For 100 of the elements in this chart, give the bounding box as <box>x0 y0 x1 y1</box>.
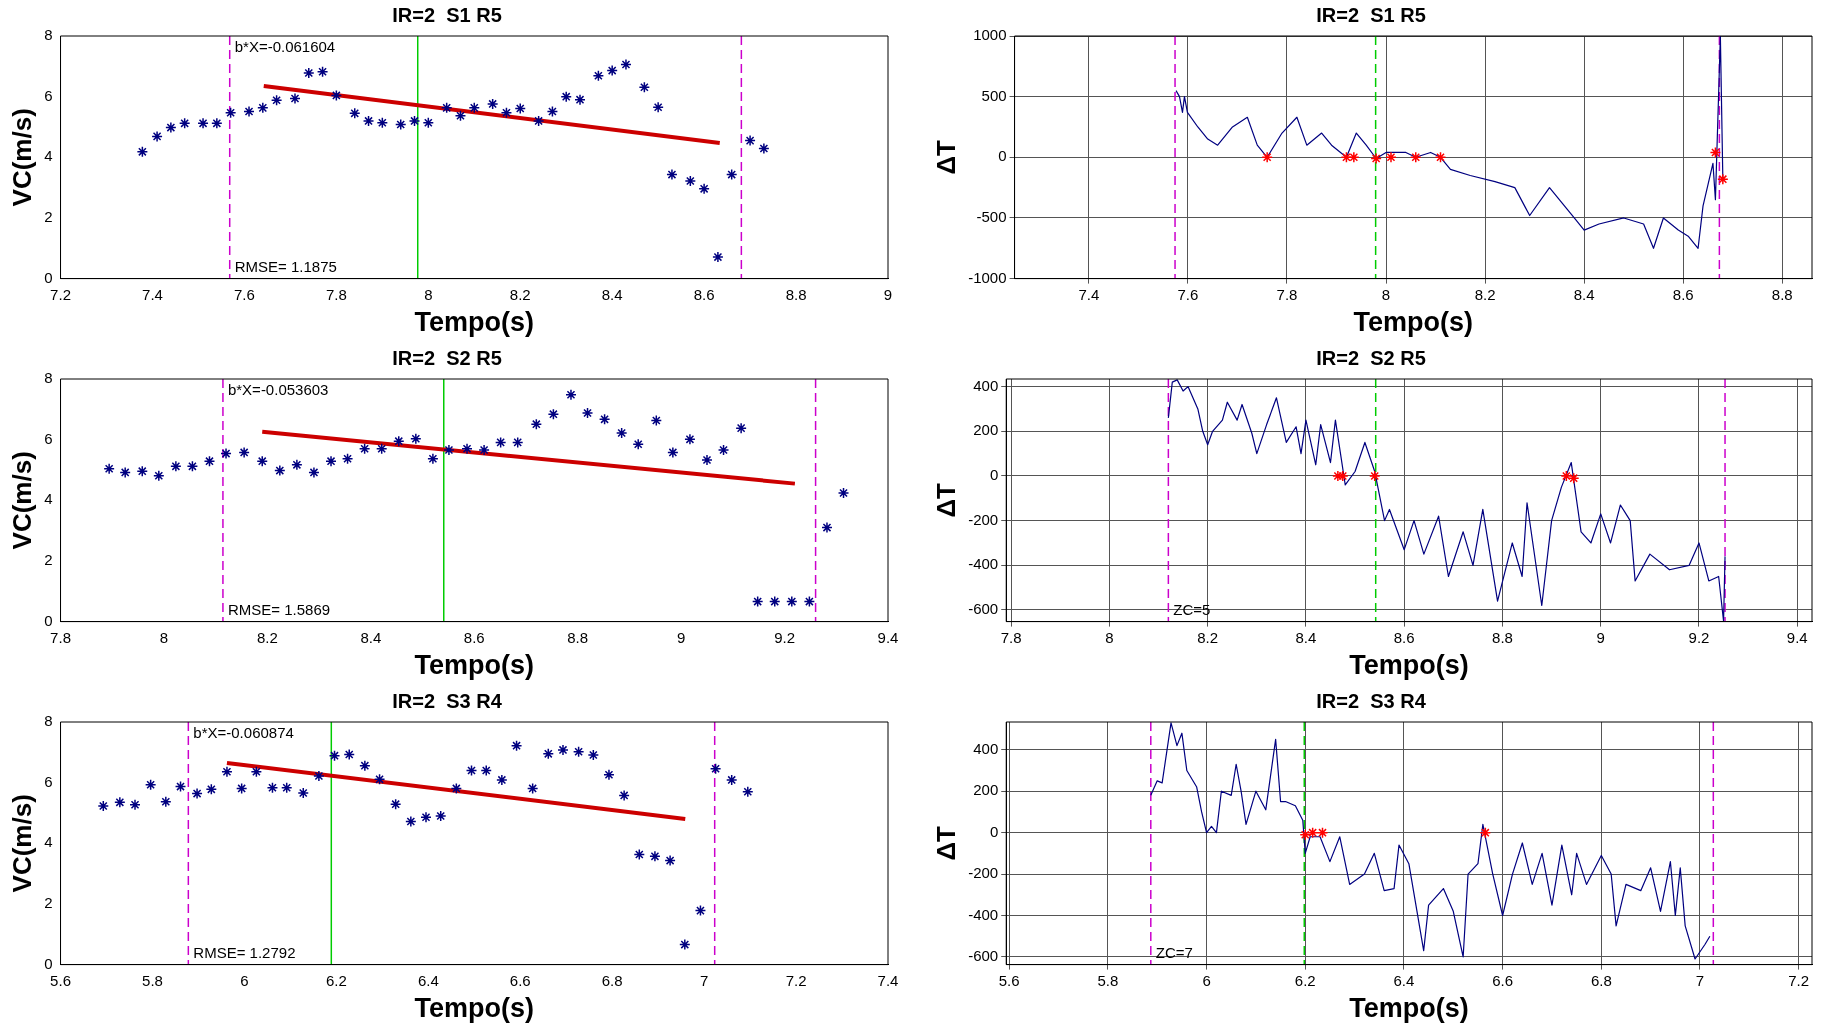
point <box>486 98 499 110</box>
chart-title: IR=2 S2 R5 <box>392 346 502 369</box>
x-tick-label: 6 <box>240 971 249 989</box>
x-axis-title: Tempo(s) <box>1353 307 1474 338</box>
x-tick-label: 9.4 <box>1786 628 1808 646</box>
point <box>735 422 747 434</box>
point <box>257 102 269 114</box>
point <box>129 799 141 811</box>
annotation: b*X=-0.060874 <box>193 723 294 741</box>
point <box>698 183 710 195</box>
point <box>270 94 283 107</box>
x-axis-title: Tempo(s) <box>1349 650 1469 681</box>
point <box>565 389 577 401</box>
y-tick-label: -600 <box>968 600 999 618</box>
x-tick-label: 8.4 <box>1295 628 1317 646</box>
y-tick-label: -400 <box>968 555 999 573</box>
x-tick-label: 8 <box>424 285 433 303</box>
x-tick-label: 5.8 <box>1097 971 1119 989</box>
point <box>632 438 644 450</box>
x-tick-label: 9 <box>1596 628 1605 646</box>
x-tick-label: 6.8 <box>1590 971 1612 989</box>
x-tick-label: 9.4 <box>877 628 899 646</box>
y-tick-label: -600 <box>968 947 999 965</box>
point <box>480 764 492 777</box>
point <box>666 168 678 181</box>
point <box>274 464 286 477</box>
x-tick-label: 7 <box>1695 971 1705 989</box>
y-tick-label: 500 <box>981 86 1007 104</box>
x-tick-label: 9.2 <box>774 628 795 646</box>
x-tick-label: 7.2 <box>785 971 807 989</box>
x-tick-label: 6 <box>1202 971 1211 989</box>
x-tick-label: 8.2 <box>1197 628 1219 646</box>
y-tick-label: 2 <box>44 551 53 569</box>
point <box>151 130 163 143</box>
point <box>1410 151 1422 164</box>
point <box>97 800 110 812</box>
x-axis-title: Tempo(s) <box>414 650 535 681</box>
point <box>560 90 572 103</box>
point <box>751 595 764 608</box>
point <box>638 81 651 93</box>
x-tick-label: 6.2 <box>325 971 347 989</box>
x-tick-label: 7.6 <box>233 285 255 303</box>
point <box>511 436 524 449</box>
point <box>165 121 177 134</box>
x-tick-label: 7.4 <box>142 285 163 303</box>
y-axis-title: VC(m/s) <box>6 108 37 207</box>
y-axis-title: ΔT <box>930 482 961 518</box>
y-tick-label: -200 <box>968 864 999 882</box>
y-tick-label: 2 <box>44 894 53 912</box>
point <box>468 102 481 114</box>
point <box>328 749 341 762</box>
point <box>358 443 371 455</box>
y-axis-title: ΔT <box>930 139 961 175</box>
x-tick-label: 8.2 <box>1474 285 1496 303</box>
point <box>496 774 508 786</box>
chart-title: IR=2 S3 R4 <box>392 689 503 712</box>
x-tick-label: 8.2 <box>256 628 278 646</box>
x-axis-title: Tempo(s) <box>1349 993 1469 1024</box>
point <box>405 815 417 828</box>
point <box>144 779 157 791</box>
point <box>694 904 707 917</box>
y-tick-label: 400 <box>973 739 999 757</box>
point <box>238 446 250 459</box>
y-tick-label: 6 <box>44 772 53 790</box>
x-tick-label: 8 <box>159 628 169 646</box>
point <box>1340 151 1353 164</box>
x-tick-label: 7 <box>699 971 709 989</box>
y-tick-label: 400 <box>973 376 999 394</box>
point <box>197 117 209 130</box>
x-tick-label: 6.4 <box>1393 971 1415 989</box>
point <box>427 453 439 465</box>
point <box>701 454 713 466</box>
point <box>343 748 355 761</box>
point <box>786 595 798 608</box>
point <box>443 444 455 456</box>
x-tick-label: 8.6 <box>693 285 715 303</box>
point <box>174 780 187 793</box>
point <box>461 443 473 455</box>
point <box>211 117 223 130</box>
point <box>224 106 237 119</box>
point <box>408 115 421 127</box>
point <box>289 92 301 105</box>
x-tick-label: 8.6 <box>1672 285 1694 303</box>
x-tick-label: 7.8 <box>1276 285 1298 303</box>
chart-title: IR=2 S1 R5 <box>1316 3 1426 26</box>
point <box>349 107 361 120</box>
point <box>717 444 730 456</box>
point <box>546 105 559 118</box>
x-tick-label: 8.2 <box>509 285 531 303</box>
point <box>114 796 126 809</box>
point <box>744 134 756 147</box>
x-tick-label: 7.6 <box>1177 285 1199 303</box>
annotation: b*X=-0.061604 <box>234 37 336 55</box>
y-tick-label: 8 <box>44 369 53 387</box>
point <box>532 115 545 127</box>
annotation: b*X=-0.053603 <box>227 380 329 398</box>
y-tick-label: 0 <box>989 822 999 840</box>
point <box>203 455 216 467</box>
point <box>572 745 585 758</box>
y-tick-label: 200 <box>973 781 999 799</box>
